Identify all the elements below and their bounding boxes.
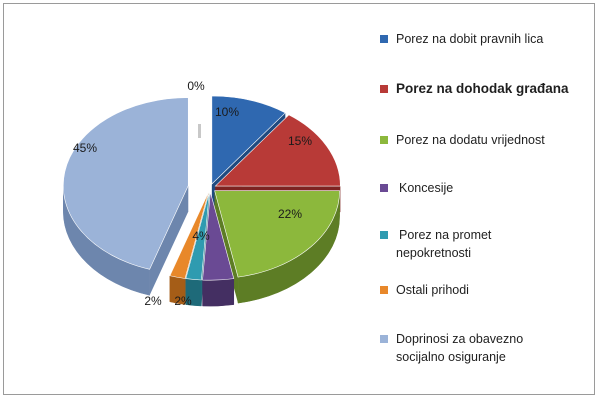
zero-value-label: 0% [187,79,205,93]
pie-value-label: 2% [174,294,192,308]
legend-item-ostali-prihodi: Ostali prihodi [380,281,595,299]
legend-swatch [380,286,388,294]
legend-swatch [380,231,388,239]
legend-item-porez-na-dohodak: Porez na dohodak građana [380,80,595,98]
pie-slice [169,191,209,279]
pie-value-label: 45% [73,141,97,155]
pie-value-label: 4% [192,229,210,243]
legend-swatch [380,136,388,144]
pie-slice-wall [149,185,189,296]
pie-labels: 10% 15% 22% 4% 2% 2% 45% 0% [73,79,312,308]
pie-tops [62,95,341,281]
zero-slice-marker [198,124,201,138]
legend-label: Porez na dobit pravnih lica [396,32,544,46]
legend-item-porez-na-promet: Porez na promet nepokretnosti [380,226,595,262]
legend-item-porez-na-dobit: Porez na dobit pravnih lica [380,30,595,48]
legend-label-line2: nepokretnosti [396,246,472,260]
legend-item-koncesije: Koncesije [380,179,595,197]
legend-label: Porez na promet nepokretnosti [396,226,491,262]
legend-label: Porez na dohodak građana [396,81,569,96]
pie-slice [211,95,286,185]
legend-label-line1: Porez na promet [399,228,492,242]
pie-value-label: 15% [288,134,312,148]
legend-swatch [380,184,388,192]
legend-item-doprinosi: Doprinosi za obavezno socijalno osiguran… [380,330,595,366]
pie-value-label: 2% [144,294,162,308]
pie-slice [62,97,189,270]
legend-label: Ostali prihodi [396,283,469,297]
legend-label: Porez na dodatu vrijednost [396,133,545,147]
legend-swatch [380,335,388,343]
pie-slice [202,192,235,281]
pie-slice [214,114,341,187]
pie-slice [214,190,340,278]
pie-slice [185,192,210,281]
pie-value-label: 22% [278,207,302,221]
pie-value-label: 10% [215,105,239,119]
legend-label-line1: Doprinosi za obavezno [396,332,524,346]
legend-label-line2: socijalno osiguranje [396,350,506,364]
legend-swatch [380,85,388,93]
legend-item-pdv: Porez na dodatu vrijednost [380,131,595,149]
legend-swatch [380,35,388,43]
legend-label: Doprinosi za obavezno socijalno osiguran… [396,330,523,366]
legend-label: Koncesije [399,181,454,195]
